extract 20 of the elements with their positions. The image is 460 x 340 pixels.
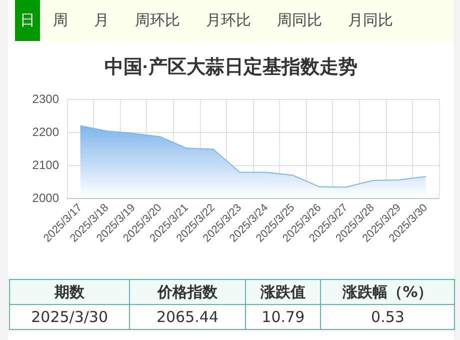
text: 10.79: [245, 304, 321, 330]
text: 日: [15, 0, 40, 41]
text: 周环比: [134, 10, 181, 31]
y-tick-label: 2200: [32, 125, 60, 139]
text: 周同比: [276, 10, 323, 31]
y-tick-label: 2100: [32, 158, 60, 172]
text: 期数: [10, 280, 130, 304]
text: 价格指数: [130, 280, 246, 304]
y-tick-label: 2300: [32, 92, 60, 106]
text: 2025/3/30: [10, 304, 130, 330]
y-tick-label: 2000: [32, 191, 60, 205]
text: 月: [93, 10, 110, 31]
text: 涨跌幅（%）: [320, 280, 454, 304]
text: 涨跌值: [245, 280, 321, 304]
chart-title: 中国·产区大蒜日定基指数走势: [104, 56, 358, 78]
text: 周: [52, 10, 69, 31]
text: 0.53: [320, 304, 454, 330]
text: 2065.44: [130, 304, 246, 330]
text: 月环比: [205, 10, 252, 31]
text: 月同比: [347, 10, 394, 31]
